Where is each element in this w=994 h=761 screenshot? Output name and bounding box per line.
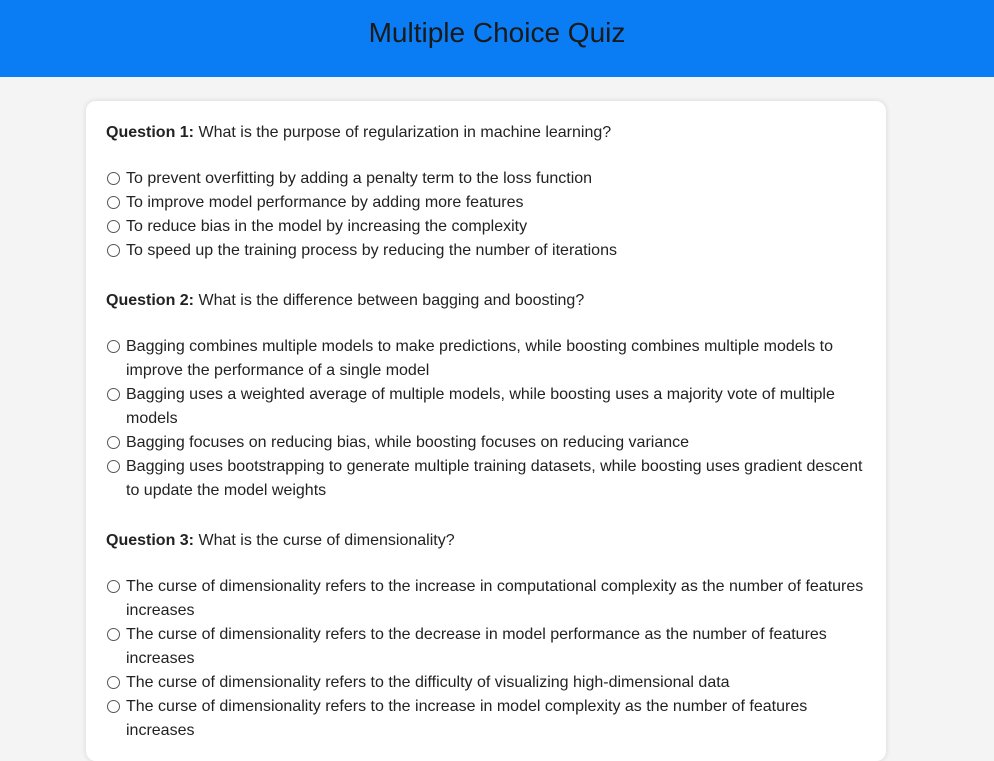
radio-button[interactable]	[107, 628, 120, 641]
radio-button[interactable]	[107, 172, 120, 185]
option-item[interactable]: To improve model performance by adding m…	[106, 191, 866, 215]
option-list: The curse of dimensionality refers to th…	[106, 575, 866, 743]
option-label[interactable]: The curse of dimensionality refers to th…	[126, 578, 864, 619]
option-list: To prevent overfitting by adding a penal…	[106, 167, 866, 263]
option-label[interactable]: Bagging focuses on reducing bias, while …	[126, 434, 690, 451]
header-bar: Multiple Choice Quiz	[0, 0, 994, 77]
question-1: Question 1: What is the purpose of regul…	[106, 123, 866, 263]
option-item[interactable]: To reduce bias in the model by increasin…	[106, 215, 866, 239]
option-label[interactable]: The curse of dimensionality refers to th…	[126, 698, 808, 739]
question-text: Question 2: What is the difference betwe…	[106, 291, 866, 311]
radio-button[interactable]	[107, 700, 120, 713]
option-label[interactable]: The curse of dimensionality refers to th…	[126, 626, 827, 667]
question-3: Question 3: What is the curse of dimensi…	[106, 531, 866, 743]
question-text: Question 1: What is the purpose of regul…	[106, 123, 866, 143]
question-label: Question 1:	[106, 124, 195, 141]
option-item[interactable]: The curse of dimensionality refers to th…	[106, 695, 866, 743]
option-label[interactable]: Bagging combines multiple models to make…	[126, 338, 834, 379]
option-list: Bagging combines multiple models to make…	[106, 335, 866, 503]
radio-button[interactable]	[107, 220, 120, 233]
option-item[interactable]: The curse of dimensionality refers to th…	[106, 671, 866, 695]
page-title: Multiple Choice Quiz	[368, 16, 626, 48]
radio-button[interactable]	[107, 340, 120, 353]
option-item[interactable]: Bagging focuses on reducing bias, while …	[106, 431, 866, 455]
question-prompt: What is the difference between bagging a…	[198, 292, 585, 309]
option-label[interactable]: The curse of dimensionality refers to th…	[126, 674, 730, 691]
question-label: Question 3:	[106, 532, 195, 549]
option-label[interactable]: To speed up the training process by redu…	[126, 242, 617, 259]
quiz-card: Question 1: What is the purpose of regul…	[86, 101, 886, 761]
option-item[interactable]: To prevent overfitting by adding a penal…	[106, 167, 866, 191]
option-item[interactable]: Bagging uses bootstrapping to generate m…	[106, 455, 866, 503]
option-item[interactable]: The curse of dimensionality refers to th…	[106, 623, 866, 671]
radio-button[interactable]	[107, 676, 120, 689]
question-prompt: What is the curse of dimensionality?	[198, 532, 455, 549]
option-item[interactable]: Bagging uses a weighted average of multi…	[106, 383, 866, 431]
question-text: Question 3: What is the curse of dimensi…	[106, 531, 866, 551]
radio-button[interactable]	[107, 460, 120, 473]
radio-button[interactable]	[107, 580, 120, 593]
radio-button[interactable]	[107, 388, 120, 401]
question-2: Question 2: What is the difference betwe…	[106, 291, 866, 503]
question-prompt: What is the purpose of regularization in…	[198, 124, 612, 141]
question-label: Question 2:	[106, 292, 195, 309]
option-item[interactable]: Bagging combines multiple models to make…	[106, 335, 866, 383]
option-label[interactable]: To reduce bias in the model by increasin…	[126, 218, 528, 235]
option-item[interactable]: The curse of dimensionality refers to th…	[106, 575, 866, 623]
option-label[interactable]: To improve model performance by adding m…	[126, 194, 524, 211]
option-item[interactable]: To speed up the training process by redu…	[106, 239, 866, 263]
option-label[interactable]: Bagging uses bootstrapping to generate m…	[126, 458, 863, 499]
radio-button[interactable]	[107, 196, 120, 209]
option-label[interactable]: To prevent overfitting by adding a penal…	[126, 170, 593, 187]
radio-button[interactable]	[107, 244, 120, 257]
radio-button[interactable]	[107, 436, 120, 449]
option-label[interactable]: Bagging uses a weighted average of multi…	[126, 386, 835, 427]
